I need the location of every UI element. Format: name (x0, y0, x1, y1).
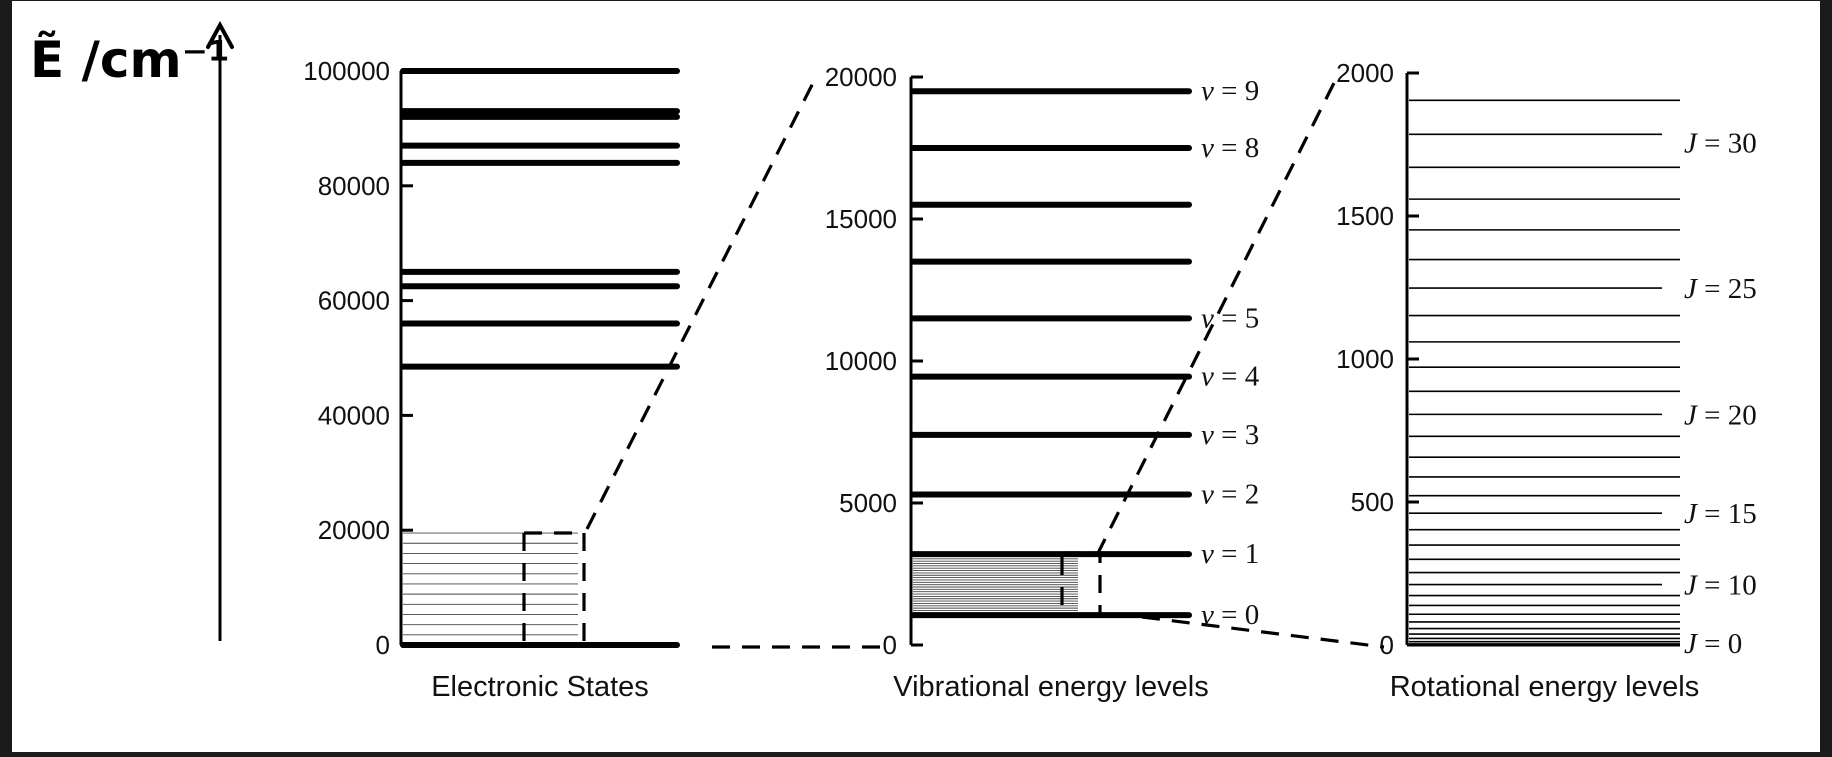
rotational-tick-label: 500 (1351, 487, 1394, 517)
vibrational-tick-label: 10000 (825, 346, 897, 376)
vibrational-tick-label: 5000 (839, 488, 897, 518)
quantum-number-value: = 20 (1697, 399, 1757, 431)
vibrational-tick-label: 0 (883, 630, 897, 660)
rotational-J-label: J = 15 (1684, 498, 1757, 530)
electronic-tick-label: 100000 (303, 56, 390, 86)
vibrational-zoom-box (1062, 551, 1102, 613)
energy-level-diagram: Ẽ /cm⁻¹020000400006000080000100000Electr… (30, 20, 1757, 703)
quantum-number-value: = 8 (1214, 132, 1259, 164)
vibrational-level-label: v = 8 (1201, 132, 1259, 164)
quantum-number-value: = 0 (1697, 628, 1742, 660)
quantum-number-symbol: v (1201, 419, 1214, 451)
rotational-tick-label: 1000 (1336, 344, 1394, 374)
rotational-J-label: J = 25 (1684, 273, 1757, 305)
quantum-number-value: = 3 (1214, 419, 1259, 451)
quantum-number-value: = 30 (1697, 127, 1757, 159)
vibrational-tick-label: 20000 (825, 62, 897, 92)
zoom-connector-upper-1 (585, 80, 816, 530)
vibrational-level-label: v = 9 (1201, 75, 1259, 107)
energy-axis-arrow-head (206, 20, 234, 49)
quantum-number-symbol: J (1684, 498, 1698, 530)
quantum-number-value: = 9 (1214, 75, 1259, 107)
energy-level-diagram-sheet: Ẽ /cm⁻¹ 0 20000 40000 60000 80000 100000 Electr… (12, 1, 1820, 752)
vibrational-caption: Vibrational energy levels (893, 671, 1208, 703)
vibrational-tick-label: 15000 (825, 204, 897, 234)
quantum-number-symbol: v (1201, 361, 1214, 393)
rotational-J-label: J = 0 (1684, 628, 1742, 660)
electronic-tick-label: 60000 (318, 286, 390, 316)
electronic-tick-label: 20000 (318, 515, 390, 545)
quantum-number-symbol: v (1201, 302, 1214, 334)
vibrational-level-label: v = 1 (1201, 538, 1259, 570)
quantum-number-value: = 4 (1214, 361, 1260, 393)
quantum-number-symbol: v (1201, 132, 1214, 164)
quantum-number-value: = 10 (1697, 570, 1757, 602)
vibrational-level-label: v = 2 (1201, 478, 1259, 510)
quantum-number-symbol: v (1201, 75, 1214, 107)
rotational-tick-label: 1500 (1336, 201, 1394, 231)
rotational-caption: Rotational energy levels (1390, 671, 1700, 703)
quantum-number-symbol: v (1201, 478, 1214, 510)
rotational-tick-label: 0 (1380, 630, 1394, 660)
quantum-number-symbol: J (1684, 628, 1698, 660)
electronic-caption: Electronic States (431, 671, 649, 703)
y-axis-label: Ẽ /cm⁻¹ (30, 30, 230, 89)
vibrational-level-label: v = 4 (1201, 361, 1260, 393)
rotational-J-label: J = 30 (1684, 127, 1757, 159)
vibrational-level-label: v = 3 (1201, 419, 1259, 451)
quantum-number-value: = 25 (1697, 273, 1757, 305)
quantum-number-symbol: J (1684, 399, 1698, 431)
quantum-number-symbol: J (1684, 127, 1698, 159)
electronic-tick-label: 80000 (318, 171, 390, 201)
quantum-number-value: = 1 (1214, 538, 1259, 570)
quantum-number-value: = 0 (1214, 599, 1259, 631)
rotational-J-label: J = 20 (1684, 399, 1757, 431)
quantum-number-symbol: J (1684, 273, 1698, 305)
electronic-tick-label: 0 (376, 630, 390, 660)
rotational-J-label: J = 10 (1684, 570, 1757, 602)
quantum-number-symbol: J (1684, 570, 1698, 602)
zoom-connector-lower-2 (1141, 615, 1385, 649)
electronic-tick-label: 40000 (318, 400, 390, 430)
quantum-number-symbol: v (1201, 538, 1214, 570)
quantum-number-value: = 15 (1697, 498, 1757, 530)
rotational-tick-label: 2000 (1336, 58, 1394, 88)
electronic-zoom-box (524, 531, 586, 641)
quantum-number-value: = 2 (1214, 478, 1259, 510)
